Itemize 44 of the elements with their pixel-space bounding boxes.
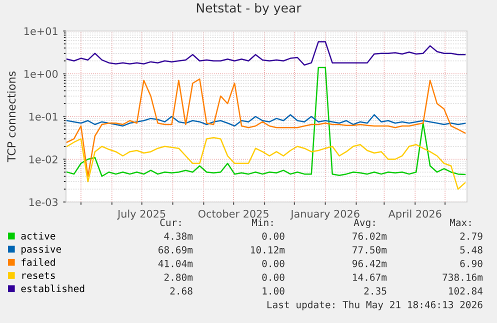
line-series [66, 114, 466, 127]
text: Min: [252, 218, 273, 226]
text: 1.00 [262, 287, 284, 295]
text: 68.69m [158, 246, 193, 254]
y-tick-label: 1e+01 [24, 27, 58, 36]
text: 0.00 [262, 260, 284, 268]
text: 41.04m [158, 260, 193, 268]
line-series [66, 137, 466, 190]
legend-label: resets [22, 272, 55, 280]
legend-label: passive [22, 245, 62, 255]
text: 0.00 [262, 274, 284, 281]
y-tick-label: 1e-03 [29, 198, 58, 206]
line-series [66, 41, 466, 66]
text: 2.35 [364, 287, 386, 295]
text: 77.50m [352, 246, 387, 254]
text: 6.90 [460, 260, 482, 268]
text: 0.00 [262, 232, 284, 240]
text: Last update: Thu May 21 18:46:13 2026 [267, 300, 482, 310]
text: 5.48 [460, 246, 482, 254]
text: Avg: [354, 218, 375, 228]
y-tick-label: 1e-02 [29, 155, 58, 164]
legend-label: failed [22, 258, 55, 266]
text: 2.79 [460, 232, 482, 240]
text: 2.68 [170, 287, 192, 295]
text: 96.42m [352, 260, 387, 268]
text: 102.84 [449, 287, 483, 295]
y-axis-title: TCP connections [7, 71, 16, 162]
x-tick-label: April 2026 [388, 210, 442, 220]
x-tick-label: July 2025 [116, 210, 166, 220]
text: 76.02m [352, 232, 387, 240]
text: 10.12m [251, 246, 285, 254]
y-tick-label: 1e+00 [24, 70, 58, 78]
y-tick-label: 1e-01 [29, 112, 58, 121]
legend-label: established [21, 284, 84, 292]
text: 14.67m [353, 274, 387, 281]
text: 4.38m [164, 232, 193, 240]
text: 2.80m [164, 274, 193, 281]
text: Max: [450, 218, 471, 226]
text: Cur: [160, 218, 181, 226]
text: 738.16m [442, 274, 483, 281]
legend-label: active [21, 232, 56, 240]
x-tick-label: January 2026 [290, 210, 360, 220]
x-tick-label: October 2025 [198, 210, 268, 218]
chart-title: Netstat - by year [196, 2, 302, 16]
